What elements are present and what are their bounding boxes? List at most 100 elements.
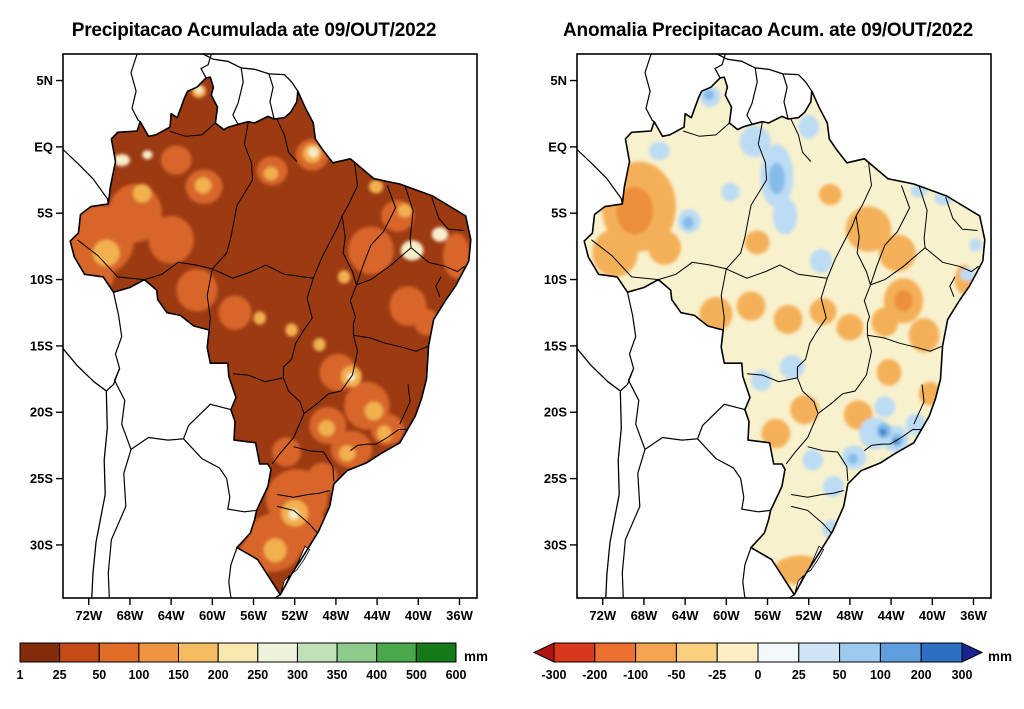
state-border-line: [791, 490, 844, 498]
panel-title-anomaly: Anomalia Precipitacao Acum. ate 09/OUT/2…: [563, 20, 973, 41]
y-axis-tick-label: 30S: [544, 537, 567, 552]
country-border: [232, 67, 244, 125]
precip-contour-blob: [176, 269, 218, 312]
state-border-line: [356, 185, 397, 286]
x-axis-tick-label: 60W: [199, 608, 226, 623]
country-border: [228, 547, 238, 599]
precip-contour-blob: [263, 166, 279, 180]
precip-contour-blob: [148, 215, 194, 264]
colorbar-tick-label: -100: [623, 668, 648, 682]
precip-contour-blob: [133, 184, 152, 203]
colorbar-tick-label: 100: [870, 668, 891, 682]
x-axis-tick-label: 44W: [364, 608, 391, 623]
colorbar-segment: [839, 642, 881, 663]
precip-contour-blob: [744, 230, 770, 255]
state-border-line: [144, 261, 213, 281]
precip-contour-blob: [308, 147, 319, 158]
contour-blobs: [70, 84, 470, 579]
precip-contour-blob: [253, 311, 266, 325]
state-border-line: [870, 185, 911, 286]
precip-contour-blob: [879, 428, 887, 437]
state-border-line: [435, 276, 442, 297]
coastline: [576, 348, 622, 599]
precip-contour-blob: [871, 307, 899, 337]
colorbar-segment: [635, 642, 677, 663]
precip-contour-blob: [682, 216, 694, 229]
x-axis-tick-label: 60W: [713, 608, 740, 623]
colorbar-canvas: 1 25 50 100 150 200 250 300 350 400 500 600 mm: [17, 642, 488, 682]
state-border-line: [410, 247, 465, 273]
country-border: [644, 53, 655, 123]
x-axis-tick-label: 72W: [75, 608, 102, 623]
precip-accum-map: 5N EQ 5S 10S 15S 20S 25S 30S 72W 68W 64W 60W 56W 52W 4…: [19, 44, 489, 636]
brazil-region-base: [584, 77, 985, 595]
y-axis-tick-label: 10S: [544, 272, 567, 287]
colorbar-segment: [98, 642, 140, 663]
colorbar-segment: [716, 642, 759, 663]
colorbar-tick-label: 1: [17, 668, 24, 682]
x-axis-tick-label: 72W: [589, 608, 616, 623]
x-axis-tick-label: 68W: [117, 608, 144, 623]
state-border-line: [275, 117, 298, 162]
precip-contour-blob: [272, 437, 301, 467]
state-border-line: [658, 261, 727, 281]
precip-contour-blob: [790, 395, 819, 425]
contour-layer: [70, 84, 470, 579]
state-border-line: [431, 197, 464, 231]
state-border-line: [353, 334, 429, 352]
x-axis-tick-label: 48W: [837, 608, 864, 623]
state-border-line: [945, 197, 978, 231]
state-border-line: [212, 264, 314, 279]
state-border-line: [232, 373, 284, 383]
contour-blobs: [592, 85, 982, 585]
colorbar-tick-label: 100: [128, 668, 149, 682]
colorbar-segment: [415, 642, 457, 663]
y-axis-tick-label: 5N: [36, 73, 53, 88]
colorbar-tick-label: -200: [582, 668, 607, 682]
precip-contour-blob: [836, 314, 864, 341]
precip-contour-blob: [348, 226, 394, 275]
country-border: [200, 53, 212, 79]
colorbar-unit-label: mm: [988, 649, 1012, 664]
country-border: [576, 149, 623, 205]
colorbar-segment: [879, 642, 922, 663]
colorbar-tick-label: 25: [792, 668, 806, 682]
x-axis-tick-label: 44W: [878, 608, 905, 623]
precip-contour-blob: [721, 182, 740, 202]
map-canvas: 5N EQ 5S 10S 15S 20S 25S 30S 72W 68W 64W 60W 56W 52W 4…: [30, 53, 478, 623]
colorbar-segment: [376, 642, 417, 663]
x-axis-tick-label: 64W: [158, 608, 185, 623]
colorbar-segment: [675, 642, 718, 663]
country-border: [746, 67, 758, 125]
state-border-line: [913, 384, 925, 425]
precip-contour-blob: [845, 206, 892, 252]
map-frame: [576, 53, 992, 599]
y-axis-tick-label: 5N: [550, 73, 567, 88]
state-border-line: [682, 122, 730, 137]
x-axis-tick-label: 56W: [754, 608, 781, 623]
colorbar-tick-label: 200: [911, 668, 932, 682]
y-axis-tick-label: 5S: [37, 206, 53, 221]
y-axis-tick-label: EQ: [548, 139, 567, 154]
colorbar-segment: [757, 642, 800, 663]
state-border-line: [725, 179, 767, 270]
state-border-line: [211, 179, 253, 270]
colorbar-tick-label: 300: [287, 668, 308, 682]
precip-contour-blob: [809, 298, 837, 325]
precip-accum-panel: Precipitacao Acumulada ate 09/OUT/2022 5…: [0, 4, 508, 688]
state-border-line: [206, 268, 213, 331]
precip-contour-blob: [847, 453, 859, 465]
precip-contour-blob: [876, 359, 902, 386]
state-border-line: [399, 384, 411, 425]
panel-title-accumulated: Precipitacao Acumulada ate 09/OUT/2022: [71, 20, 437, 41]
colorbar-tick-label: 50: [833, 668, 847, 682]
state-border-line: [791, 505, 832, 534]
brazil-outline: [583, 76, 986, 596]
colorbar-segment: [217, 642, 259, 663]
colorbar-tick-label: 300: [952, 668, 973, 682]
state-border-line: [757, 121, 767, 181]
country-border: [619, 368, 635, 392]
precip-contour-blob: [285, 323, 298, 337]
colorbar-tick-label: 150: [168, 668, 189, 682]
colorbar-segment: [594, 642, 637, 663]
